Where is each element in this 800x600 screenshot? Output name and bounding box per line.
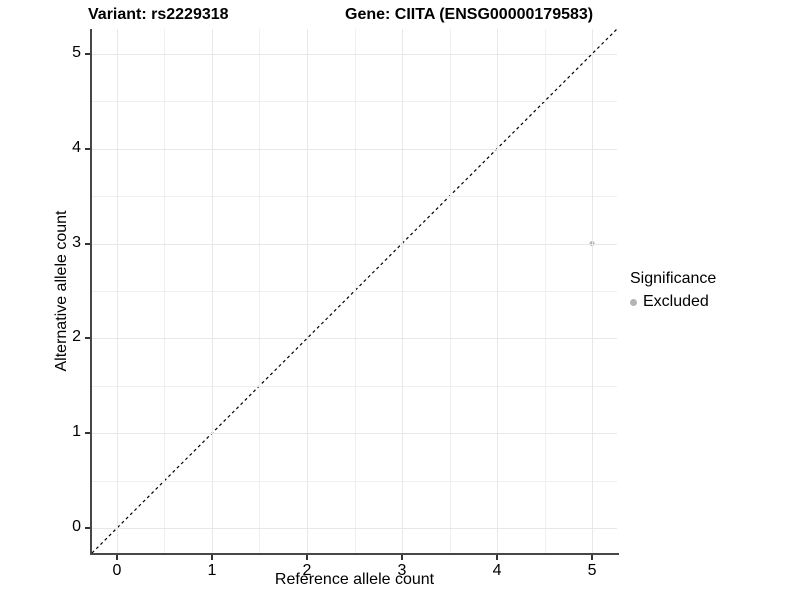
plot-title-variant: Variant: rs2229318: [88, 6, 229, 23]
x-major-gridline: [211, 29, 213, 553]
x-major-gridline: [402, 29, 403, 553]
x-major-gridline: [306, 29, 308, 553]
y-minor-gridline: [92, 196, 617, 198]
x-axis-title: Reference allele count: [274, 571, 435, 588]
x-major-gridline: [592, 29, 594, 553]
identity-dashed-line: [92, 29, 617, 553]
y-major-gridline: [92, 433, 617, 435]
plot-title-gene: Gene: CIITA (ENSG00000179583): [345, 6, 594, 23]
y-tick-label: 1: [72, 423, 81, 441]
legend-item-label: Excluded: [643, 293, 709, 310]
x-tick-label: 2: [302, 562, 312, 579]
y-major-gridline: [92, 528, 617, 530]
x-major-gridline: [497, 29, 499, 553]
x-tick-mark: [591, 555, 594, 560]
x-tick-mark: [115, 555, 118, 560]
x-tick-mark: [401, 555, 403, 560]
y-minor-gridline: [92, 291, 617, 292]
y-axis-title: Alternative allele count: [53, 210, 70, 372]
x-tick-label: 3: [397, 562, 407, 579]
y-major-gridline: [92, 243, 617, 245]
y-tick-label: 3: [72, 233, 81, 251]
y-tick-mark: [85, 527, 90, 530]
x-tick-mark: [496, 555, 499, 560]
x-tick-label: 5: [587, 562, 597, 579]
y-tick-label: 2: [72, 328, 81, 346]
y-minor-gridline: [92, 385, 617, 387]
y-minor-gridline: [92, 480, 617, 482]
y-tick-mark: [85, 432, 90, 435]
y-axis-line: [90, 29, 92, 555]
y-tick-mark: [85, 337, 90, 340]
legend-title: Significance: [630, 270, 717, 287]
x-tick-mark: [305, 555, 308, 560]
y-minor-gridline: [92, 101, 617, 103]
x-axis-line: [90, 553, 619, 555]
y-tick-label: 4: [72, 138, 81, 156]
x-tick-label: 1: [207, 562, 217, 579]
y-tick-mark: [85, 52, 90, 55]
y-major-gridline: [92, 338, 617, 340]
legend: Significance Excluded: [630, 270, 716, 311]
y-major-gridline: [92, 148, 617, 150]
x-tick-mark: [210, 555, 213, 560]
y-tick-label: 5: [72, 43, 81, 61]
y-major-gridline: [92, 53, 617, 55]
x-tick-label: 4: [492, 562, 502, 579]
plot-panel: 0 1 2 3 4 5 0 1 2 3 4 5: [72, 29, 617, 579]
y-tick-mark: [85, 242, 90, 245]
y-tick-mark: [85, 147, 90, 150]
x-tick-label: 0: [112, 562, 122, 579]
legend-dot-excluded-icon: [630, 298, 637, 306]
legend-item-excluded: Excluded: [630, 293, 716, 311]
x-major-gridline: [116, 29, 118, 553]
y-tick-label: 0: [72, 518, 81, 536]
